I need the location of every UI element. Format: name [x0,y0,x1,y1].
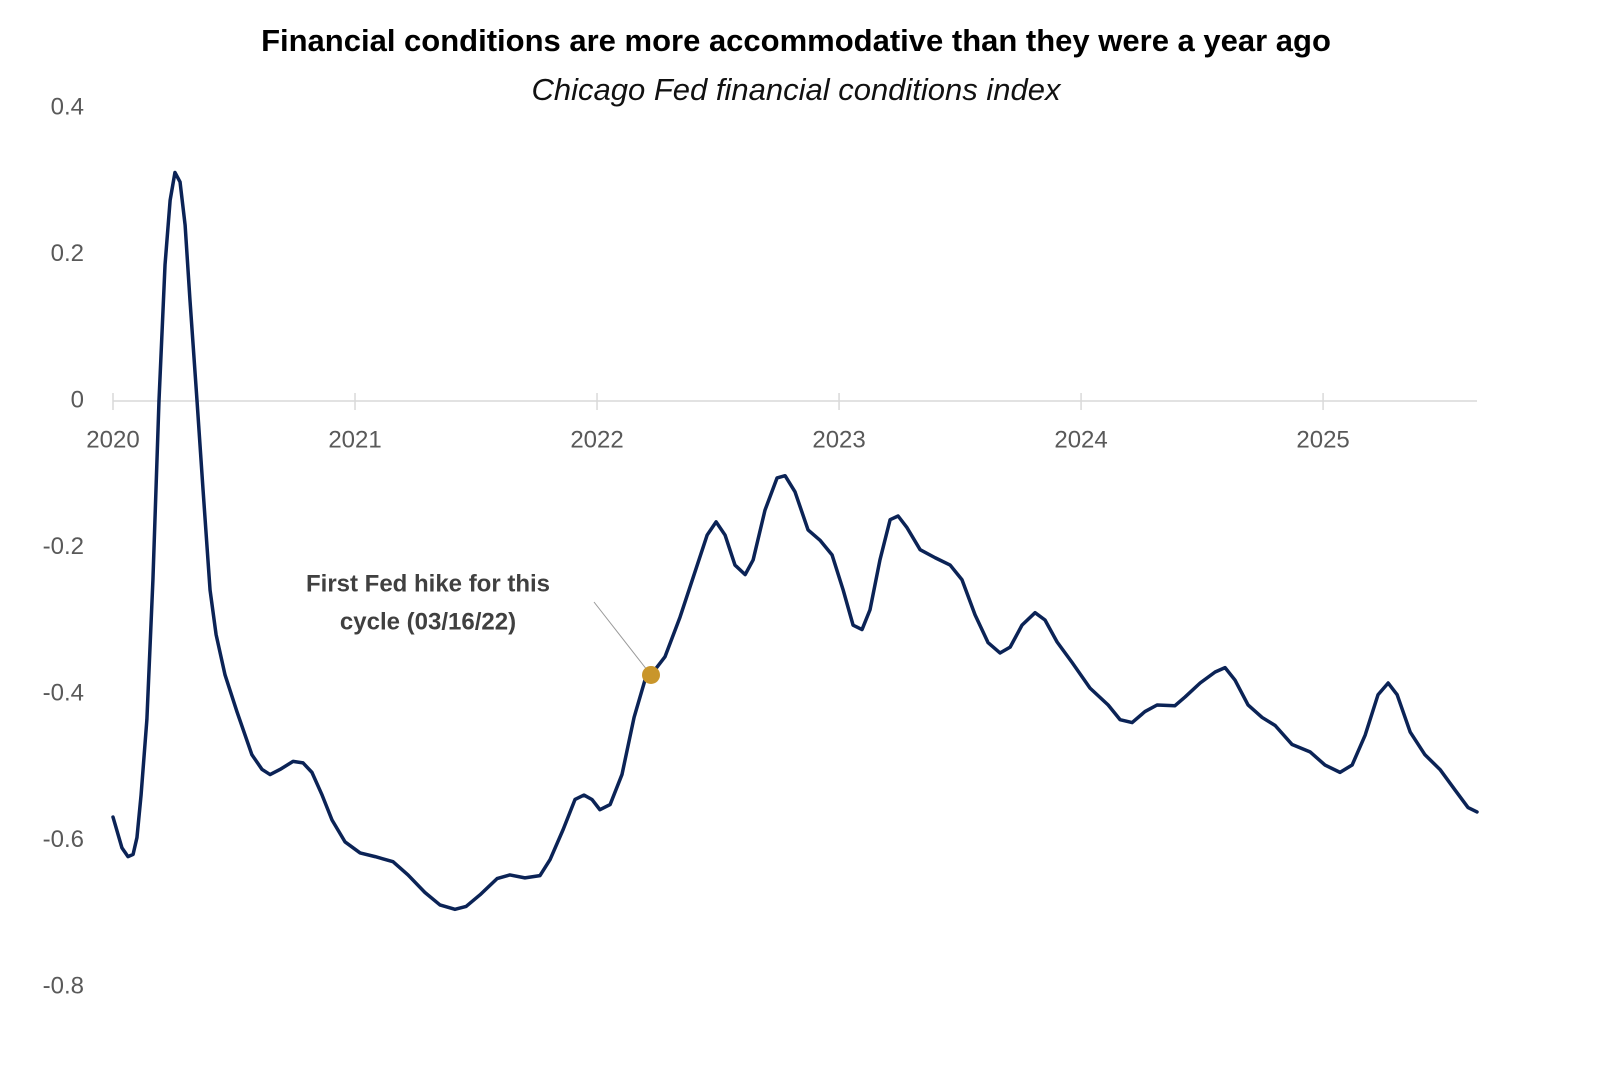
x-tick-label: 2024 [1054,426,1107,453]
y-tick-label: -0.2 [43,533,84,560]
annotation-leader [593,601,652,676]
x-tick-label: 2020 [86,426,139,453]
y-tick-label: -0.6 [43,826,84,853]
y-tick-label: -0.4 [43,679,84,706]
data-line [111,170,1479,912]
y-tick-label: 0.4 [51,93,84,120]
y-tick-label: -0.8 [43,972,84,999]
annotation-marker [642,665,661,684]
annotation-text: cycle (03/16/22) [340,608,516,635]
annotation-text: First Fed hike for this [306,570,550,597]
chart-subtitle: Chicago Fed financial conditions index [531,72,1062,107]
x-tick-label: 2021 [328,426,381,453]
x-tick-label: 2023 [812,426,865,453]
y-tick-label: 0 [71,386,84,413]
chart-title: Financial conditions are more accommodat… [261,23,1331,58]
x-tick-label: 2025 [1296,426,1349,453]
y-tick-label: 0.2 [51,240,84,267]
x-tick-label: 2022 [570,426,623,453]
